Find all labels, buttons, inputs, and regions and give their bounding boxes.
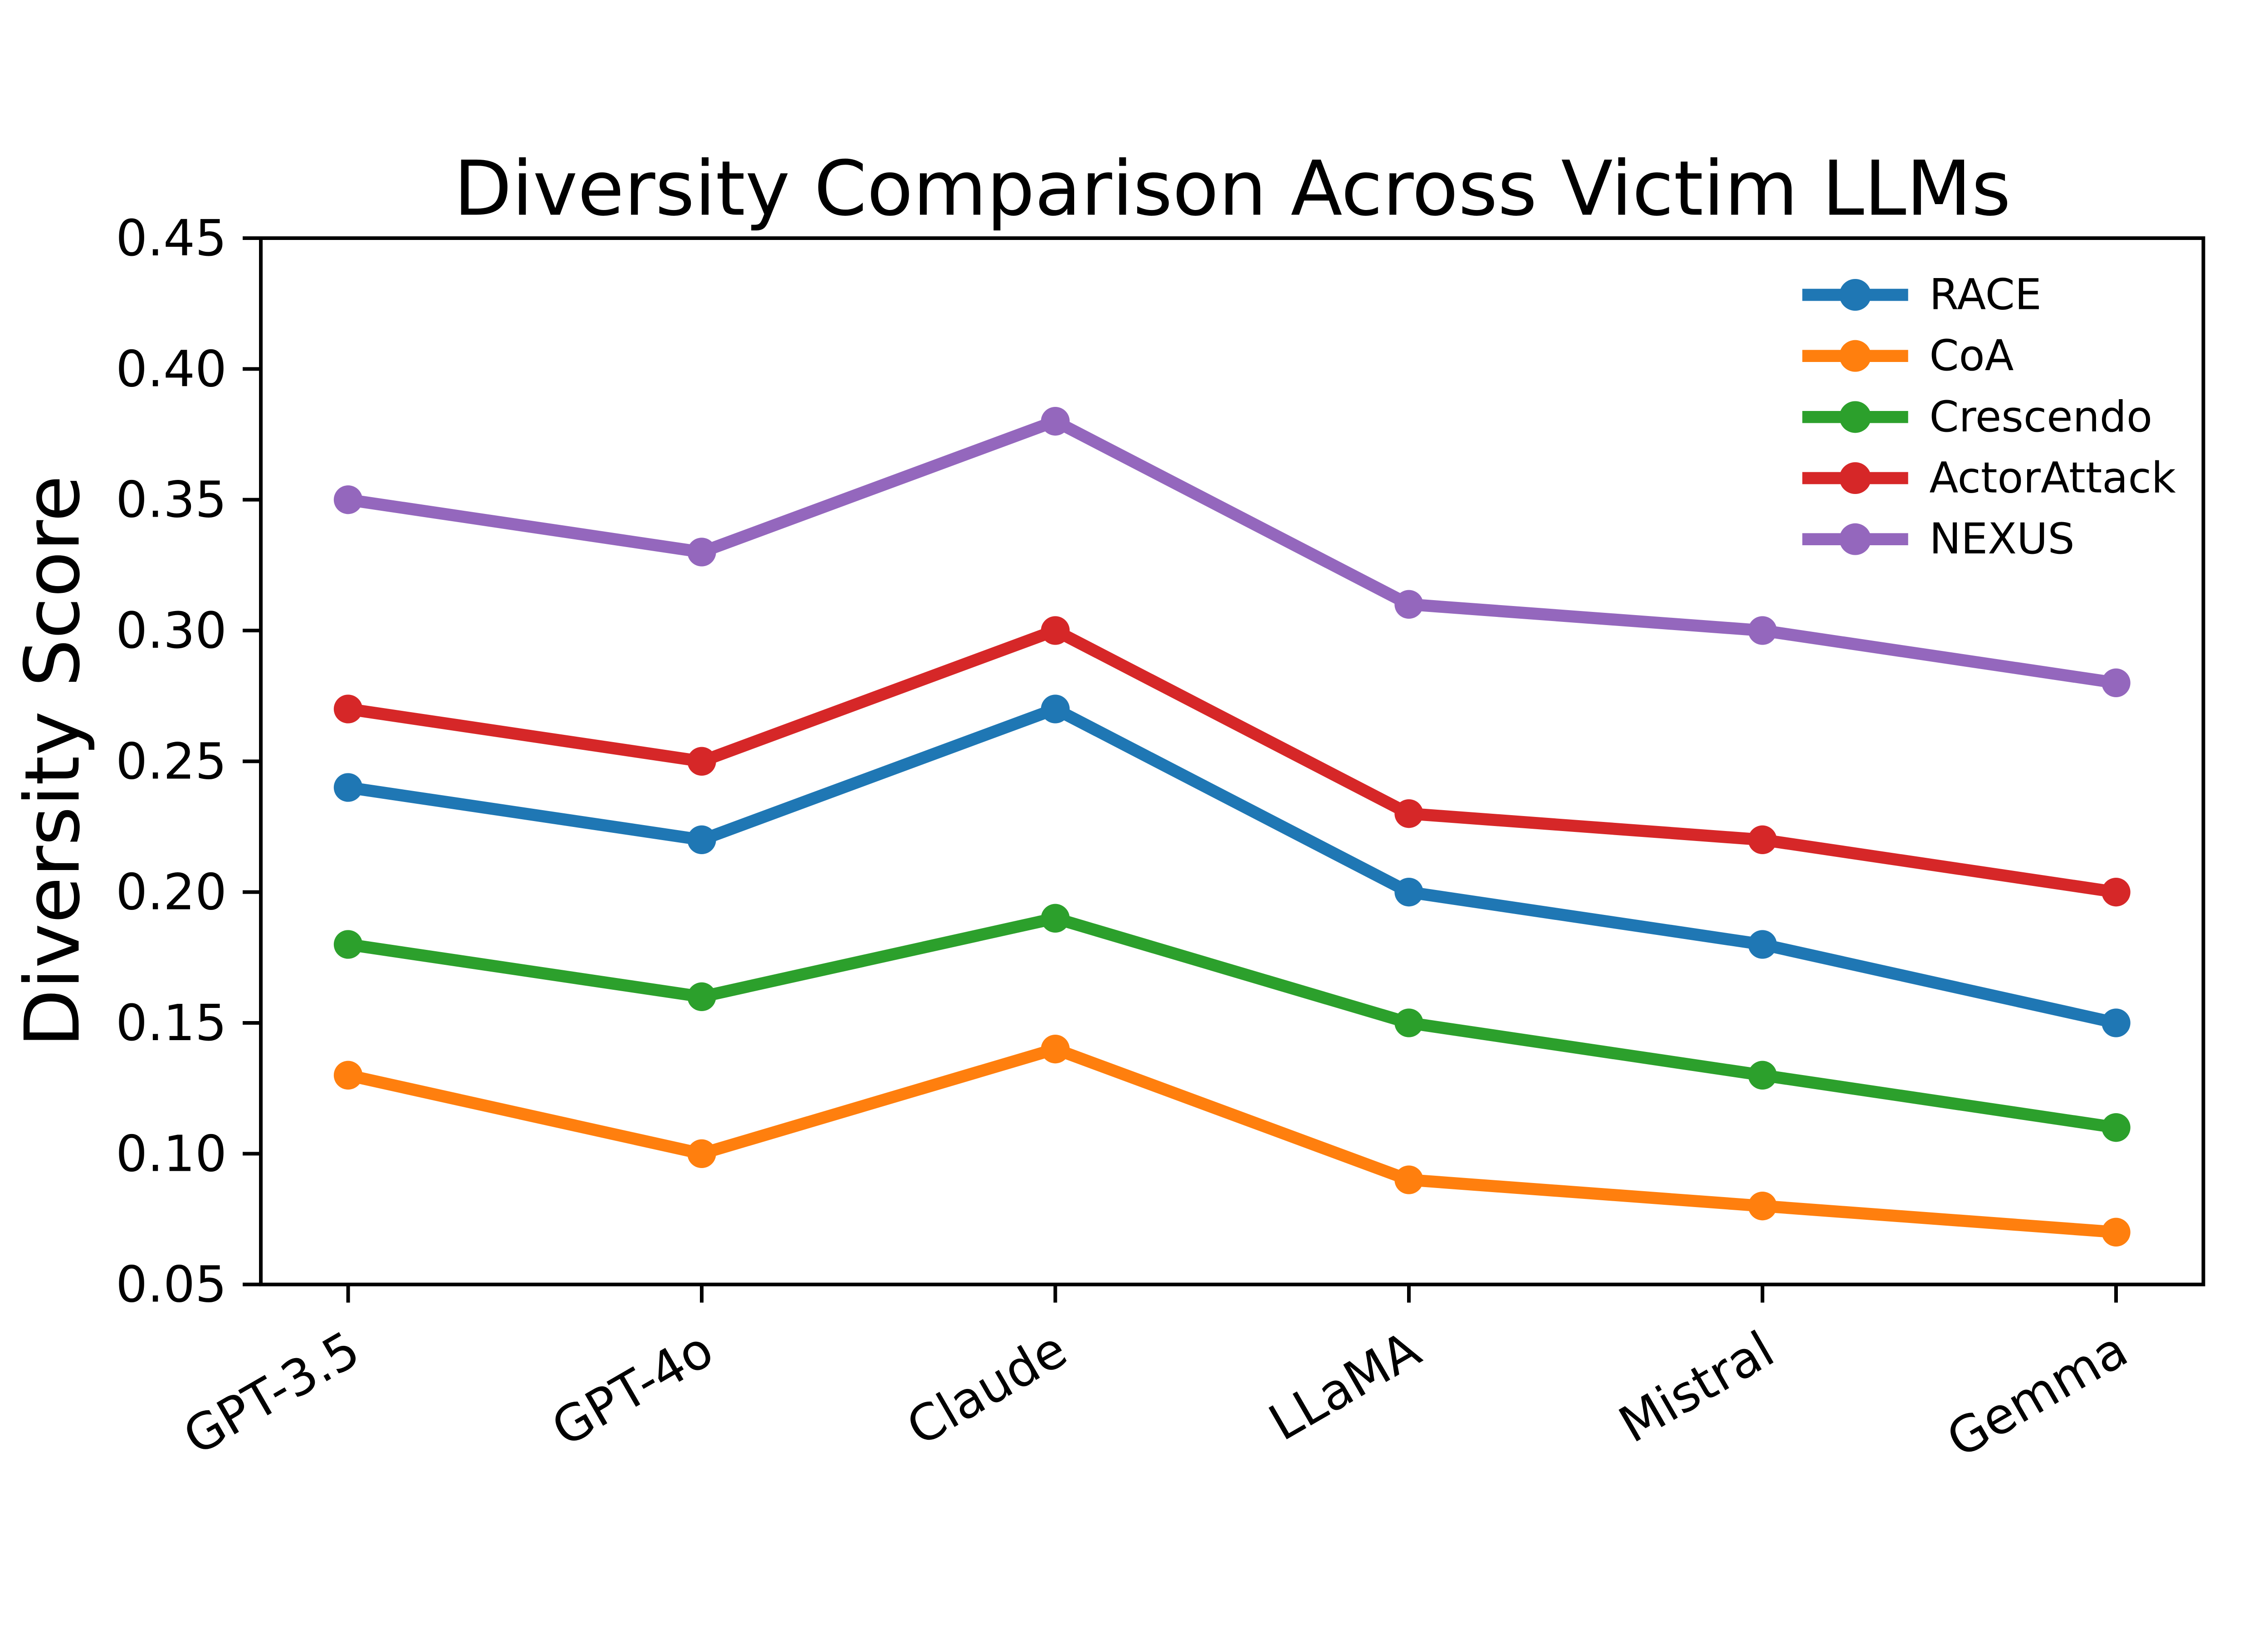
legend-label: ActorAttack <box>1929 454 2176 503</box>
y-tick-label: 0.30 <box>116 601 227 660</box>
series-NEXUS-marker <box>1041 407 1070 436</box>
series-Crescendo-marker <box>687 982 716 1011</box>
series-NEXUS-marker <box>1748 616 1777 645</box>
series-ActorAttack-marker <box>1041 616 1070 645</box>
legend-swatch-marker <box>1839 401 1871 433</box>
series-ActorAttack-marker <box>2102 878 2131 907</box>
series-CoA-line <box>342 1043 2122 1238</box>
series-RACE-line <box>342 703 2122 1029</box>
y-tick-label: 0.45 <box>116 209 227 267</box>
series-CoA-marker <box>2102 1217 2131 1247</box>
legend-swatch-marker <box>1839 279 1871 311</box>
series-NEXUS-marker <box>333 485 363 514</box>
y-tick-label: 0.15 <box>116 994 227 1052</box>
series-CoA-marker <box>687 1139 716 1168</box>
series-CoA-marker <box>1041 1035 1070 1064</box>
series-Crescendo-marker <box>2102 1113 2131 1142</box>
y-tick-labels: 0.05 0.10 0.15 0.20 0.25 0.30 0.35 0.40 … <box>116 209 227 1314</box>
series-NEXUS-marker <box>687 538 716 567</box>
series-RACE-marker <box>687 825 716 854</box>
series-ActorAttack-marker <box>1394 799 1423 828</box>
tick-marks-layer <box>243 236 2118 1303</box>
y-tick-label: 0.25 <box>116 732 227 790</box>
y-tick-label: 0.40 <box>116 340 227 398</box>
series-NEXUS-line <box>342 415 2122 689</box>
series-RACE-marker <box>2102 1008 2131 1037</box>
series-ActorAttack-marker <box>1748 825 1777 854</box>
y-tick-label: 0.35 <box>116 471 227 529</box>
legend: RACE CoA Crescendo ActorAttack NEXUS <box>1802 270 2176 564</box>
y-tick-label: 0.20 <box>116 863 227 921</box>
y-axis-label: Diversity Score <box>9 475 97 1047</box>
series-Crescendo-marker <box>1394 1008 1423 1037</box>
series-NEXUS-marker <box>2102 668 2131 697</box>
series-RACE-marker <box>1394 878 1423 907</box>
legend-swatches <box>1802 279 1908 555</box>
series-ActorAttack-marker <box>687 747 716 776</box>
legend-label: Crescendo <box>1929 392 2152 442</box>
series-Crescendo-line <box>342 912 2122 1134</box>
series-ActorAttack-line <box>342 624 2122 898</box>
legend-label: RACE <box>1929 270 2041 320</box>
series-ActorAttack-marker <box>333 694 363 724</box>
chart-title: Diversity Comparison Across Victim LLMs <box>454 145 2011 233</box>
legend-label: NEXUS <box>1929 514 2074 564</box>
figure-background <box>0 136 2268 1497</box>
series-CoA-marker <box>333 1061 363 1090</box>
legend-swatch-marker <box>1839 462 1871 494</box>
y-tick-label: 0.10 <box>116 1125 227 1183</box>
series-RACE-marker <box>333 773 363 802</box>
series-Crescendo-marker <box>1041 904 1070 933</box>
series-Crescendo-marker <box>333 930 363 959</box>
axes-box <box>259 236 2205 1286</box>
series-Crescendo-marker <box>1748 1061 1777 1090</box>
legend-label: CoA <box>1929 331 2014 381</box>
series-RACE-marker <box>1748 930 1777 959</box>
series-layer <box>333 407 2131 1247</box>
legend-swatch-marker <box>1839 523 1871 555</box>
series-CoA-marker <box>1394 1165 1423 1194</box>
series-NEXUS-marker <box>1394 590 1423 619</box>
y-tick-label: 0.05 <box>116 1256 227 1314</box>
legend-swatch-marker <box>1839 340 1871 372</box>
series-RACE-marker <box>1041 694 1070 724</box>
series-CoA-marker <box>1748 1192 1777 1221</box>
